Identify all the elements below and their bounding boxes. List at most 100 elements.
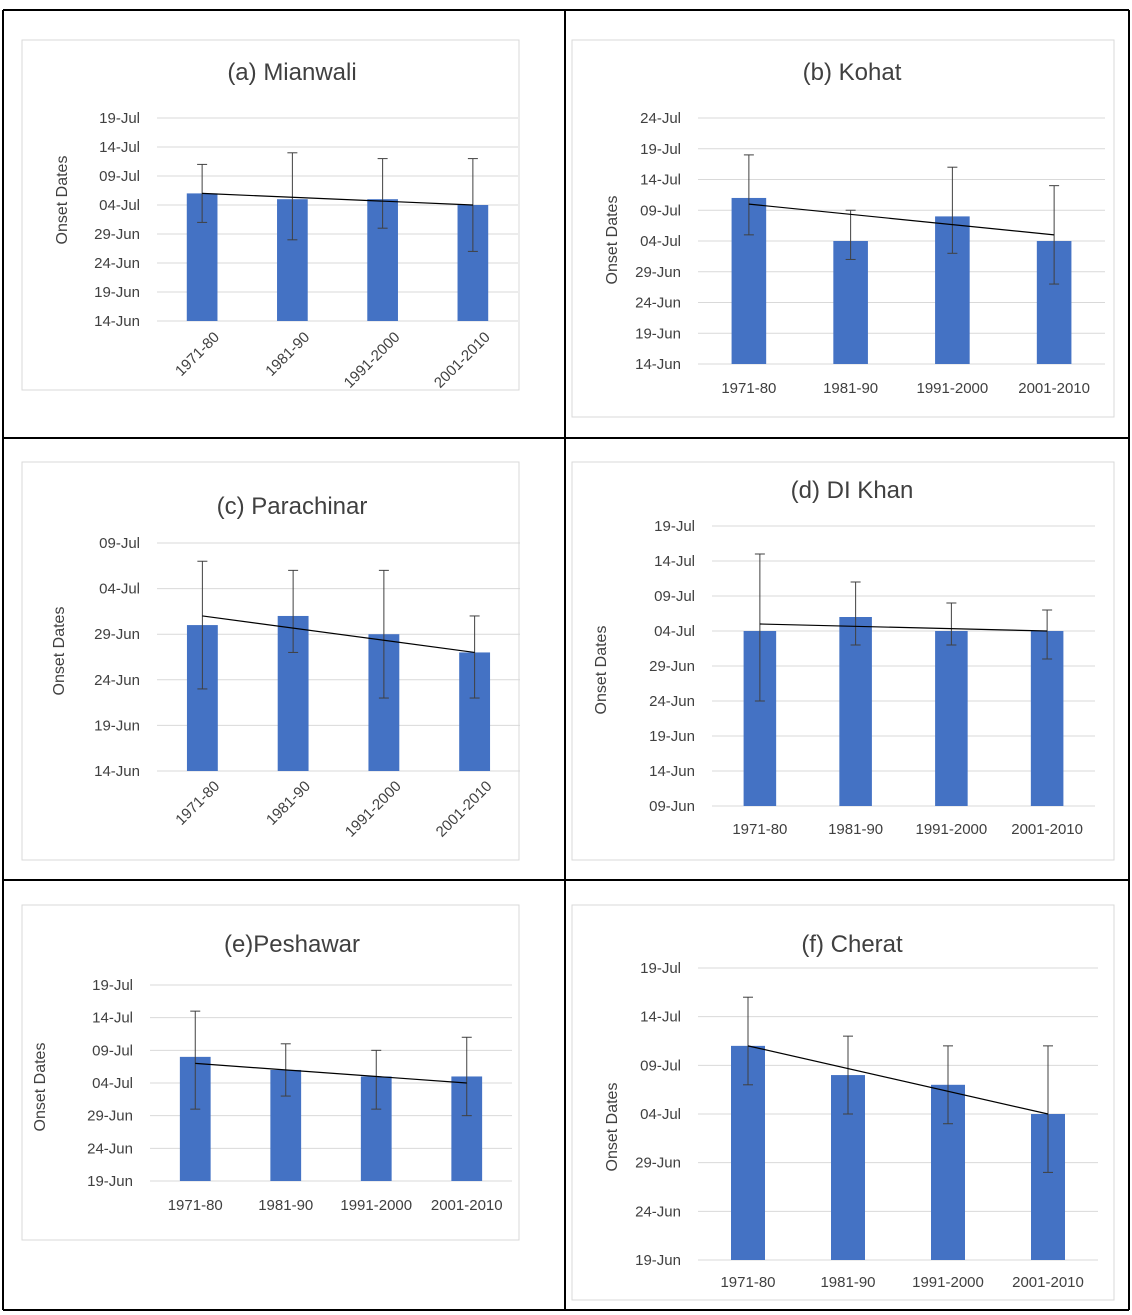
y-tick-label: 19-Jun (94, 717, 140, 734)
y-tick-label: 29-Jun (87, 1108, 133, 1125)
y-tick-label: 04-Jul (640, 1106, 681, 1123)
y-tick-label: 04-Jul (640, 233, 681, 250)
y-tick-label: 14-Jun (94, 763, 140, 780)
chart-title: (f) Cherat (801, 931, 903, 958)
chart-title: (b) Kohat (803, 59, 902, 86)
y-tick-label: 14-Jun (635, 356, 681, 373)
y-tick-label: 09-Jul (99, 535, 140, 552)
chart-panel: (c) Parachinar 14-Jun 19-Jun 24-Jun 29-Jun 04… (21, 461, 520, 861)
trendline (202, 615, 475, 654)
y-tick-label: 29-Jun (94, 626, 140, 643)
bar (833, 241, 868, 364)
error-bar (845, 209, 856, 260)
y-tick-label: 04-Jul (99, 197, 140, 214)
y-tick-label: 09-Jul (654, 588, 695, 605)
x-tick-label: 1971-80 (168, 1197, 223, 1214)
x-tick-label: 1981-90 (823, 380, 878, 397)
chart-panel: (e)Peshawar 19-Jun 24-Jun 29-Jun 04-Jul 09-Ju… (21, 904, 520, 1241)
error-bar (743, 154, 754, 236)
y-axis-title: Onset Dates (54, 156, 71, 245)
y-tick-label: 04-Jul (99, 581, 140, 598)
y-tick-label: 14-Jul (92, 1010, 133, 1027)
x-tick-label: 1971-80 (721, 380, 776, 397)
y-tick-label: 19-Jul (640, 141, 681, 158)
y-axis-title: Onset Dates (604, 196, 621, 285)
y-tick-label: 14-Jun (94, 313, 140, 330)
x-tick-label: 2001-2010 (1011, 821, 1083, 838)
y-tick-label: 29-Jun (649, 658, 695, 675)
y-tick-label: 24-Jun (635, 1203, 681, 1220)
y-tick-label: 29-Jun (635, 264, 681, 281)
y-tick-label: 04-Jul (654, 623, 695, 640)
trendline (759, 623, 1048, 632)
x-tick-label: 1991-2000 (340, 1197, 412, 1214)
x-tick-label: 1981-90 (820, 1274, 875, 1291)
y-tick-label: 24-Jul (640, 110, 681, 127)
error-bar (197, 560, 208, 690)
y-tick-label: 14-Jul (99, 139, 140, 156)
y-tick-label: 19-Jun (635, 325, 681, 342)
x-tick-label: 1981-90 (828, 821, 883, 838)
y-tick-label: 19-Jun (635, 1252, 681, 1269)
x-tick-label: 2001-2010 (1012, 1274, 1084, 1291)
x-tick-label: 1991-2000 (917, 380, 989, 397)
bar (1030, 631, 1064, 806)
y-axis-title: Onset Dates (604, 1083, 621, 1172)
error-bar (946, 602, 957, 646)
chart-area-border (21, 461, 520, 861)
y-axis-title: Onset Dates (32, 1043, 49, 1132)
y-tick-label: 14-Jul (640, 1009, 681, 1026)
y-tick-label: 24-Jun (94, 672, 140, 689)
y-tick-label: 24-Jun (94, 255, 140, 272)
y-tick-label: 09-Jun (649, 798, 695, 815)
error-bar (1043, 1045, 1053, 1173)
y-axis-title: Onset Dates (593, 626, 610, 715)
error-bar (378, 569, 389, 699)
x-tick-label: 1991-2000 (912, 1274, 984, 1291)
bar (935, 631, 968, 806)
y-tick-label: 04-Jul (92, 1075, 133, 1092)
y-tick-label: 19-Jul (654, 518, 695, 535)
chart-title: (d) DI Khan (791, 477, 914, 504)
y-tick-label: 19-Jul (640, 960, 681, 977)
x-tick-label: 1971-80 (720, 1274, 775, 1291)
y-tick-label: 19-Jun (87, 1173, 133, 1190)
y-axis-title: Onset Dates (51, 607, 68, 696)
chart-title: (c) Parachinar (217, 493, 368, 520)
error-bar (190, 1010, 201, 1110)
chart-title: (a) Mianwali (227, 59, 356, 86)
y-tick-label: 14-Jul (640, 172, 681, 189)
chart-panel: (b) Kohat 14-Jun 19-Jun 24-Jun 29-Jun 04-Jul 0… (571, 39, 1115, 418)
chart-panel: (f) Cherat 19-Jun 24-Jun 29-Jun 04-Jul 09-Jul… (571, 904, 1115, 1301)
trendline (202, 192, 473, 206)
error-bar (461, 1036, 472, 1117)
y-tick-label: 09-Jul (640, 1057, 681, 1074)
x-tick-label: 2001-2010 (431, 1197, 503, 1214)
trendline (747, 1045, 1049, 1115)
y-tick-label: 29-Jun (94, 226, 140, 243)
x-tick-label: 1981-90 (258, 1197, 313, 1214)
y-tick-label: 24-Jun (635, 295, 681, 312)
y-tick-label: 14-Jun (649, 763, 695, 780)
error-bar (377, 158, 388, 229)
x-tick-label: 1971-80 (732, 821, 787, 838)
error-bar (371, 1049, 382, 1110)
y-tick-label: 09-Jul (92, 1042, 133, 1059)
chart-panel: (d) DI Khan 09-Jun 14-Jun 19-Jun 24-Jun 29-Ju… (571, 461, 1115, 861)
y-tick-label: 09-Jul (99, 168, 140, 185)
y-tick-label: 24-Jun (649, 693, 695, 710)
error-bar (947, 166, 958, 254)
trendline (748, 203, 1055, 236)
error-bar (943, 1045, 953, 1125)
y-tick-label: 09-Jul (640, 202, 681, 219)
error-bar (287, 152, 298, 241)
y-tick-label: 29-Jun (635, 1155, 681, 1172)
chart-panels: (a) Mianwali 14-Jun 19-Jun 24-Jun 29-Jun 04-J… (21, 39, 1115, 1301)
error-bar (850, 581, 861, 646)
table-borders (2, 9, 1130, 1311)
trendline (195, 1062, 467, 1084)
y-tick-label: 19-Jun (94, 284, 140, 301)
error-bar (743, 996, 753, 1086)
y-tick-label: 19-Jul (99, 110, 140, 127)
y-tick-label: 24-Jun (87, 1140, 133, 1157)
